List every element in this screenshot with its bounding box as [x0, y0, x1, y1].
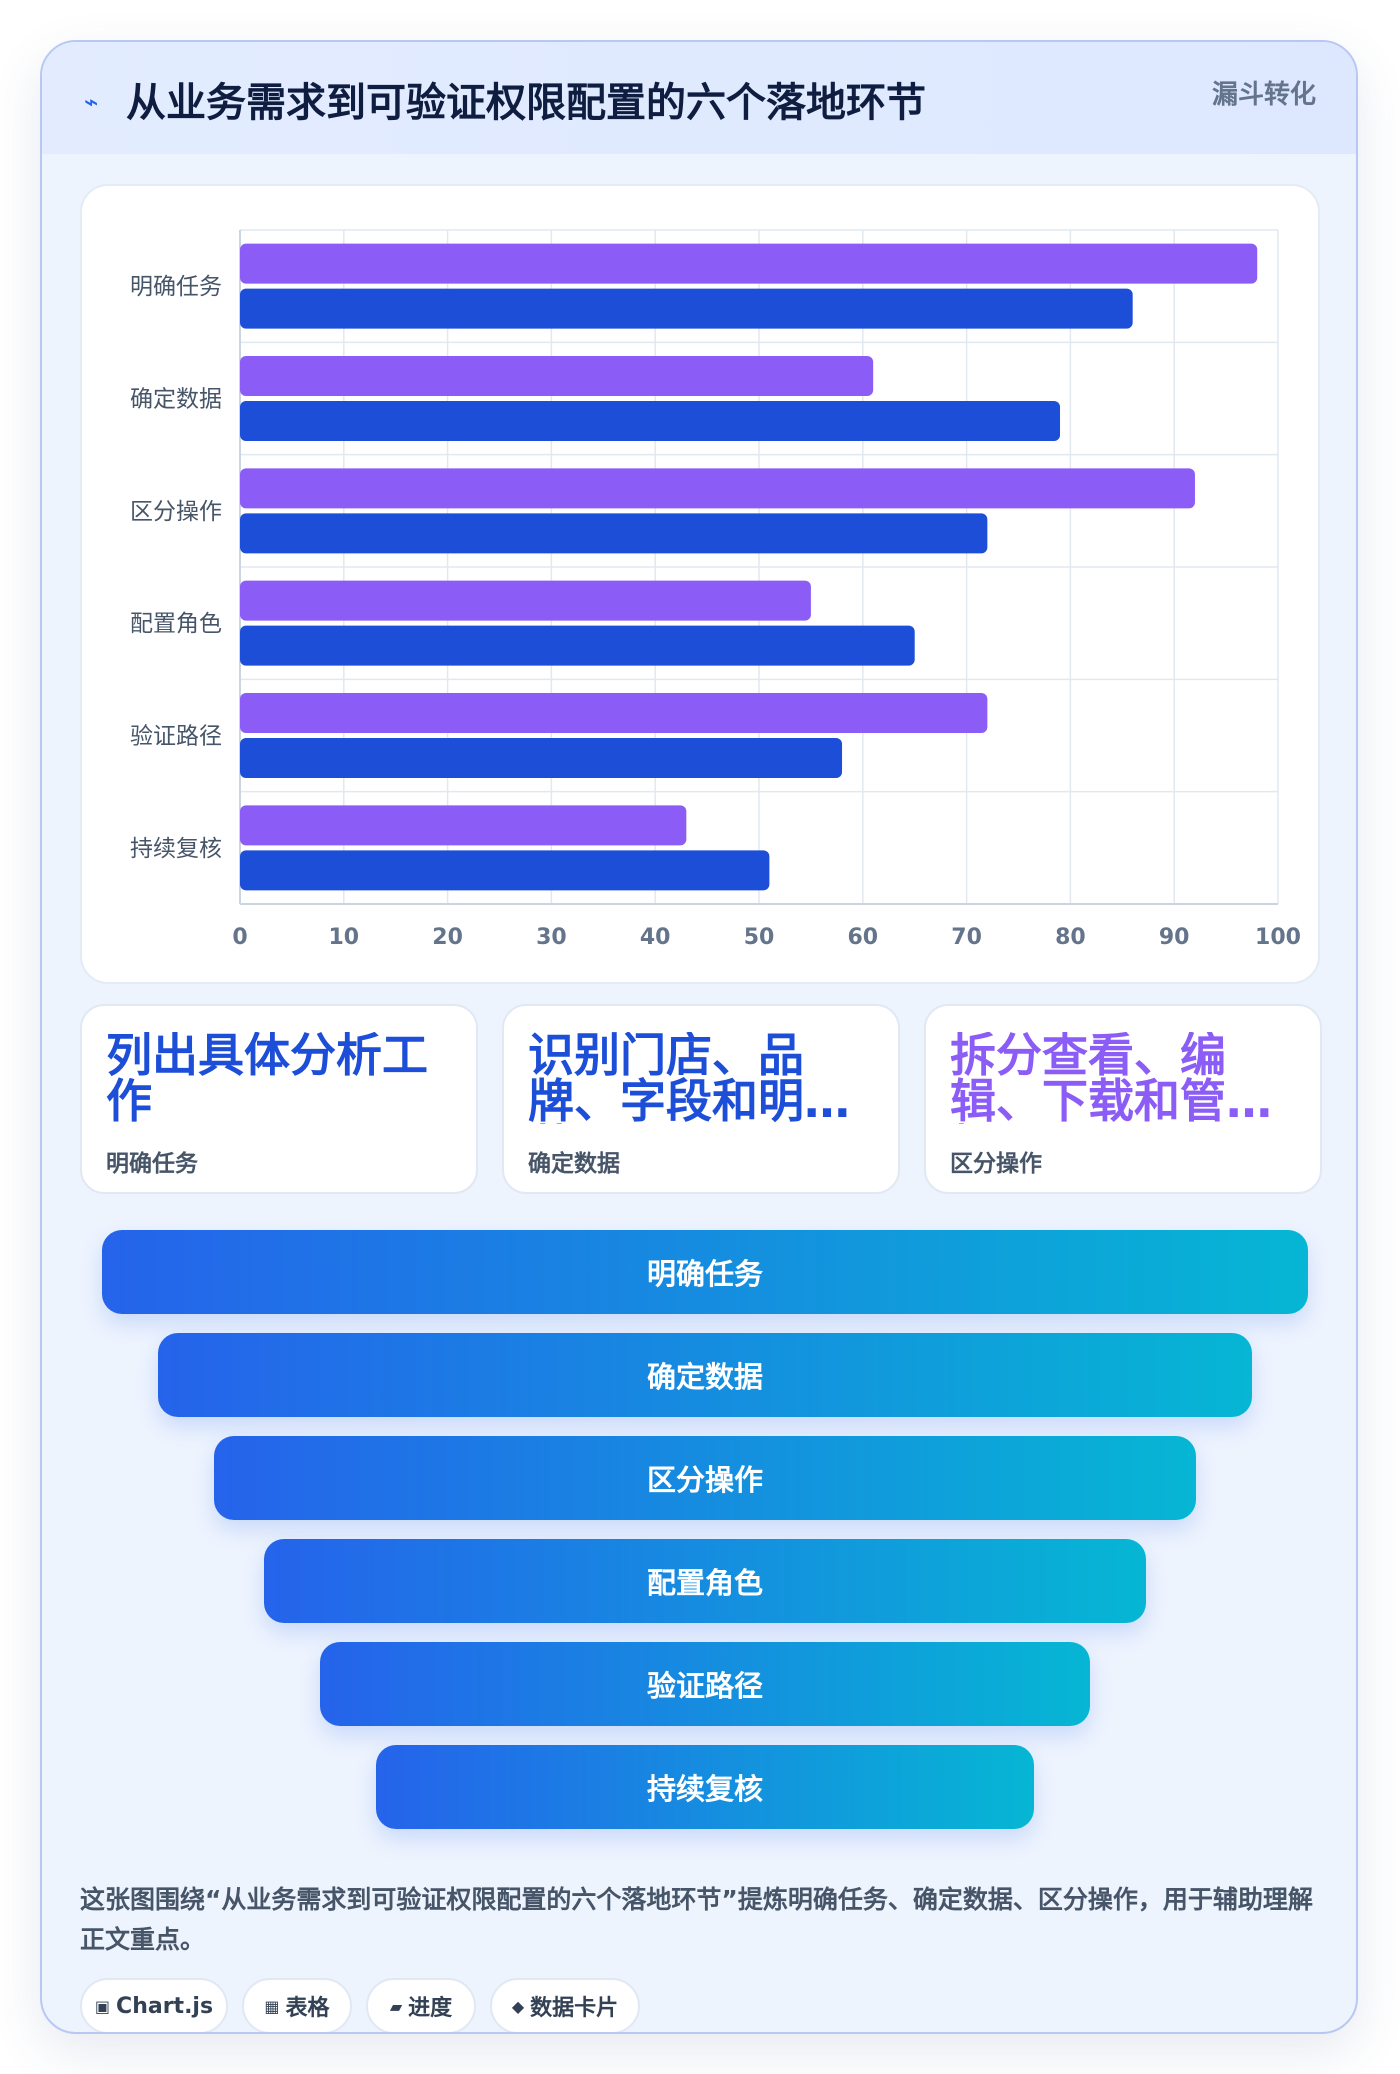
bar-series-1 [240, 468, 1195, 509]
bar-series-2 [240, 850, 770, 891]
chip-data-card: ◆ 数据卡片 [490, 1978, 640, 2032]
funnel-stage-4: 配置角色 [264, 1539, 1146, 1623]
stat-card-value: 识别门店、品牌、字段和明细范围 [528, 1032, 850, 1124]
funnel-stage-3: 区分操作 [214, 1436, 1196, 1520]
x-tick-label: 90 [1159, 925, 1190, 950]
stat-card-3: 拆分查看、编辑、下载和管理权限 区分操作 [924, 1004, 1322, 1194]
bar-series-1 [240, 805, 687, 846]
bar-series-2 [240, 625, 915, 666]
x-tick-label: 50 [744, 925, 775, 950]
stat-card-value: 拆分查看、编辑、下载和管理权限 [950, 1032, 1272, 1124]
chip-chartjs: ▣ Chart.js [80, 1978, 228, 2032]
y-category-label: 区分操作 [130, 499, 222, 525]
y-category-label: 确定数据 [130, 387, 222, 413]
funnel-stage-5: 验证路径 [320, 1642, 1090, 1726]
bar-series-2 [240, 738, 843, 778]
chip-progress: ▰ 进度 [366, 1978, 476, 2032]
bar-series-1 [240, 580, 811, 621]
funnel-stage-1: 明确任务 [102, 1230, 1308, 1314]
x-tick-label: 0 [232, 925, 247, 950]
stat-card-value: 列出具体分析工作 [106, 1032, 428, 1124]
stat-card-1: 列出具体分析工作 明确任务 [80, 1004, 478, 1194]
stat-card-label: 区分操作 [950, 1151, 1042, 1177]
chip-label: 表格 [285, 1996, 330, 2021]
bar-series-2 [240, 288, 1133, 329]
stat-card-label: 确定数据 [528, 1151, 620, 1177]
x-tick-label: 40 [640, 925, 671, 950]
bar-chart-panel: 0 10 20 30 40 50 60 70 80 90 100 明确任务确定数据区分操作配置角色验证… [80, 184, 1320, 984]
square-icon: ▣ [94, 1996, 111, 2016]
bar-chart: 0 10 20 30 40 50 60 70 80 90 100 明确任务确定数据区分操作配置角色验证… [130, 229, 1301, 950]
page-title: 从业务需求到可验证权限配置的六个落地环节 [126, 80, 926, 126]
stat-card-label: 明确任务 [106, 1151, 198, 1177]
x-tick-label: 10 [328, 925, 359, 950]
chart-description: 这张图围绕“从业务需求到可验证权限配置的六个落地环节”提炼明确任务、确定数据、区… [80, 1885, 1313, 1954]
bar-series-1 [240, 356, 874, 396]
x-tick-label: 30 [536, 925, 567, 950]
y-category-label: 持续复核 [130, 836, 222, 862]
chip-label: 进度 [408, 1996, 453, 2021]
progress-icon: ▰ [389, 1996, 403, 2016]
bar-series-1 [240, 693, 988, 733]
chip-label: 数据卡片 [530, 1996, 619, 2021]
x-tick-label: 20 [432, 925, 463, 950]
main-card: ⌁ 从业务需求到可验证权限配置的六个落地环节 漏斗转化 0 10 20 30 40 50 6… [40, 40, 1358, 2034]
diamond-icon: ◆ [511, 1996, 525, 2016]
x-tick-label: 60 [847, 925, 878, 950]
chip-label: Chart.js [116, 1993, 214, 2019]
lightning-icon: ⌁ [84, 88, 99, 116]
y-category-label: 配置角色 [130, 611, 222, 637]
chip-table: ▦ 表格 [242, 1978, 352, 2032]
bar-series-2 [240, 513, 988, 554]
chart-type-tag: 漏斗转化 [1211, 80, 1316, 110]
y-category-label: 验证路径 [130, 724, 222, 750]
bar-series-2 [240, 401, 1061, 441]
funnel-stage-6: 持续复核 [376, 1745, 1034, 1829]
card-header: ⌁ 从业务需求到可验证权限配置的六个落地环节 漏斗转化 [42, 42, 1356, 154]
x-tick-label: 100 [1255, 925, 1301, 950]
y-category-label: 明确任务 [130, 274, 222, 300]
x-tick-label: 80 [1055, 925, 1086, 950]
stat-card-2: 识别门店、品牌、字段和明细范围 确定数据 [502, 1004, 900, 1194]
funnel-stage-2: 确定数据 [158, 1333, 1252, 1417]
bar-series-1 [240, 243, 1258, 284]
x-tick-label: 70 [951, 925, 982, 950]
table-icon: ▦ [264, 1996, 280, 2016]
